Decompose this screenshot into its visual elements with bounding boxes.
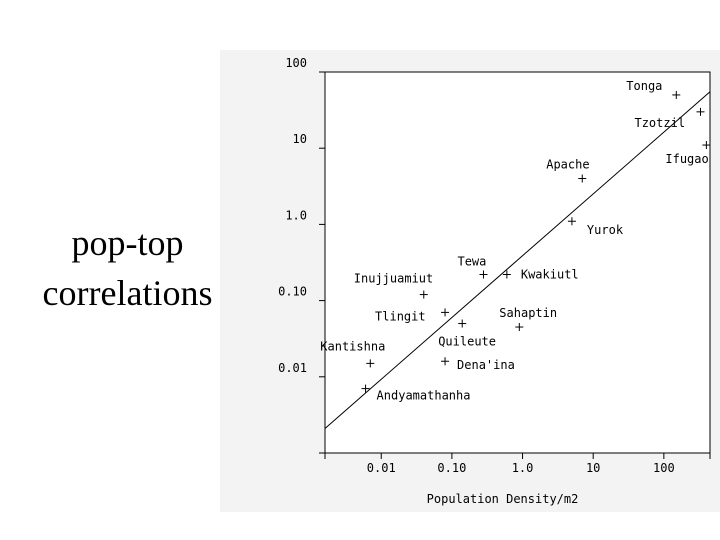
data-point-label: Yurok: [587, 223, 624, 237]
y-tick-label: 0.01: [278, 361, 307, 375]
data-point-label: Tonga: [626, 79, 662, 93]
x-tick-label: 10: [586, 461, 600, 475]
y-tick-label: 10: [293, 132, 307, 146]
x-tick-label: 1.0: [512, 461, 534, 475]
data-point-label: Tzotzil: [634, 116, 685, 130]
data-point-label: Apache: [546, 158, 589, 172]
plot-frame: [324, 71, 711, 454]
data-point-label: Ifugao: [665, 152, 708, 166]
data-point-label: Tewa: [457, 255, 486, 269]
y-tick-label: 0.10: [278, 285, 307, 299]
data-point-label: Andyamathanha: [377, 389, 471, 403]
data-point-label: Sahaptin: [499, 306, 557, 320]
data-point-label: Dena'ina: [457, 358, 515, 372]
data-point-label: Quileute: [438, 335, 496, 349]
x-tick-label: 100: [653, 461, 675, 475]
slide-title-line-1: pop-top: [71, 223, 184, 263]
x-tick-label: 0.01: [367, 461, 396, 475]
data-point-label: Kwakiutl: [521, 268, 579, 282]
data-point-label: Inujjuamiut: [354, 272, 433, 286]
slide-title: pop-top correlations: [0, 218, 255, 318]
x-tick-label: 0.10: [437, 461, 466, 475]
x-axis-label: Population Density/m2: [427, 492, 579, 506]
slide-title-line-2: correlations: [42, 273, 213, 313]
y-tick-label: 100: [285, 56, 307, 70]
data-point-label: Kantishna: [320, 339, 385, 353]
trend-line: [324, 91, 711, 429]
y-tick-label: 1.0: [285, 208, 307, 222]
data-point-label: Tlingit: [375, 309, 426, 323]
